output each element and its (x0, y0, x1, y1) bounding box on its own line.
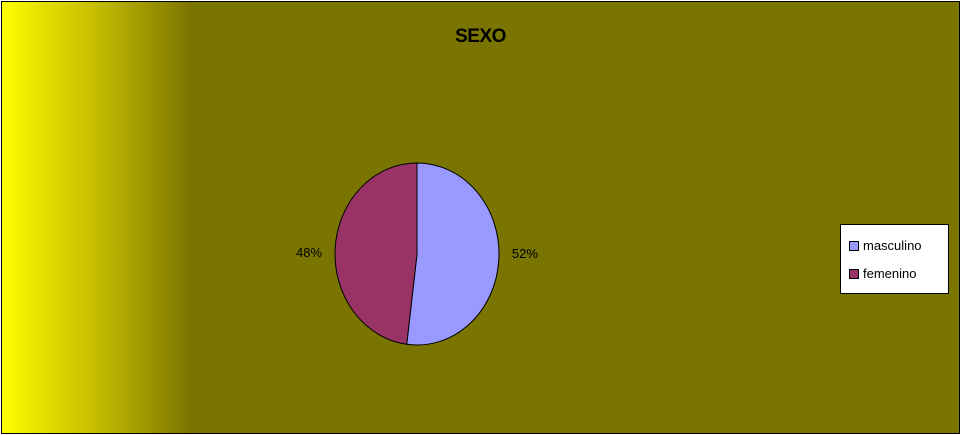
legend-label-0: masculino (863, 238, 922, 253)
legend-label-1: femenino (863, 266, 917, 281)
chart-title: SEXO (455, 26, 506, 47)
pie-slice-femenino (334, 162, 418, 345)
legend-item-1: femenino (849, 266, 916, 281)
legend-swatch-0 (849, 240, 859, 251)
legend: masculino femenino (840, 224, 949, 294)
legend-item-0: masculino (849, 238, 922, 253)
pie-slice-masculino (406, 162, 500, 346)
legend-swatch-1 (849, 268, 859, 279)
slice-label-femenino: 48% (296, 245, 322, 260)
slice-label-masculino: 52% (512, 246, 538, 261)
